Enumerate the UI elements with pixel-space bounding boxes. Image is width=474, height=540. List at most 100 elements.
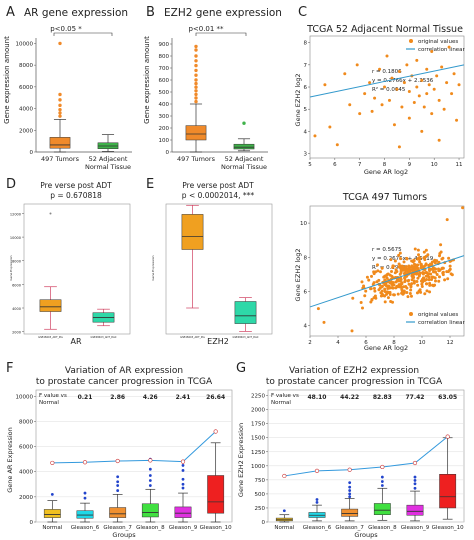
outlier-point xyxy=(194,89,198,93)
scatter-point xyxy=(431,270,435,274)
outlier-point xyxy=(49,212,52,215)
scatter-point xyxy=(398,272,402,276)
y-tick-label: 8 xyxy=(304,255,308,261)
panel-d-xlabel: AR xyxy=(70,337,81,346)
panel-c-top-legend-values: original values xyxy=(418,39,458,45)
scatter-point xyxy=(426,274,430,278)
scatter-point xyxy=(450,92,454,96)
max-marker xyxy=(213,429,218,434)
outlier-point xyxy=(348,492,352,496)
panel-b-ylabel: Gene expression amount xyxy=(143,36,151,124)
scatter-point xyxy=(362,284,366,288)
scatter-point xyxy=(360,280,364,284)
scatter-point xyxy=(395,269,399,273)
scatter-point xyxy=(413,262,417,266)
scatter-point xyxy=(373,96,377,100)
outlier-point xyxy=(58,114,62,118)
fvalue: 63.05 xyxy=(438,394,457,401)
scatter-point xyxy=(434,279,438,283)
x-tick-label: 7 xyxy=(358,162,362,168)
scatter-point xyxy=(429,272,433,276)
panel-c-top-ylabel: Gene EZH2 log2 xyxy=(294,74,302,127)
panel-g-xlabel: Groups xyxy=(354,531,378,539)
scatter-point xyxy=(380,103,384,107)
outlier-point xyxy=(58,98,62,102)
outlier-point xyxy=(348,481,352,485)
outlier-point xyxy=(380,480,384,483)
outlier-point xyxy=(181,469,185,472)
scatter-point xyxy=(398,251,402,255)
box xyxy=(341,508,359,517)
scatter-point xyxy=(375,263,379,267)
panel-f-title-2: to prostate cancer progression in TCGA xyxy=(36,377,213,387)
y-tick-label: 0 xyxy=(262,520,266,526)
scatter-point xyxy=(372,286,376,290)
scatter-point xyxy=(437,98,441,102)
outlier-point xyxy=(181,482,185,486)
fvalue: 2.86 xyxy=(110,394,125,401)
outlier-point xyxy=(116,480,120,484)
x-tick-label: 6 xyxy=(333,162,337,168)
panel-c-bottom-title: TCGA 497 Tumors xyxy=(342,192,427,203)
scatter-point xyxy=(399,284,403,288)
outlier-point xyxy=(242,121,246,125)
plot-frame xyxy=(35,389,233,523)
outlier-point xyxy=(148,474,152,477)
scatter-point xyxy=(407,116,411,120)
scatter-point xyxy=(425,92,429,96)
scatter-point xyxy=(412,101,416,105)
y-tick-label: 10000 xyxy=(16,41,34,47)
panel-e-title-2: p < 0.0002014, *** xyxy=(182,191,255,200)
max-marker xyxy=(314,468,320,473)
panel-c-bottom-ylabel: Gene EZH2 log2 xyxy=(294,249,302,302)
outlier-point xyxy=(58,107,62,112)
scatter-point xyxy=(397,69,401,73)
x-tick-label: Gleason_9 xyxy=(401,525,430,531)
scatter-point xyxy=(420,78,424,82)
fvalue: 77.42 xyxy=(406,394,425,401)
x-tick-label: Gleason_8 xyxy=(368,525,397,531)
scatter-point xyxy=(395,284,399,288)
scatter-point xyxy=(410,268,414,272)
scatter-point xyxy=(422,276,426,280)
x-tick-label: GSE48403_ADT_Pre xyxy=(38,335,63,339)
scatter-point xyxy=(430,112,434,116)
panel-c-top-title: TCGA 52 Adjacent Normal Tissue xyxy=(306,24,463,35)
scatter-point xyxy=(313,134,317,138)
scatter-point xyxy=(335,143,339,147)
scatter-point xyxy=(419,290,423,294)
x-tick-label: Normal Tissue xyxy=(85,163,131,171)
x-tick-label: 11 xyxy=(456,162,463,168)
scatter-point xyxy=(385,54,389,58)
scatter-point xyxy=(405,291,409,295)
scatter-point xyxy=(411,275,415,279)
scatter-point xyxy=(435,272,439,276)
box xyxy=(181,214,204,250)
y-tick-label: 3 xyxy=(304,152,308,158)
scatter-point xyxy=(418,288,422,292)
scatter-point xyxy=(417,272,421,276)
y-tick-label: 100 xyxy=(159,138,170,144)
scatter-point xyxy=(407,282,411,286)
x-tick-label: Gleason_7 xyxy=(335,525,364,531)
x-tick-label: GSE48403_ADT_Pre xyxy=(180,335,205,339)
y-tick-label: 800 xyxy=(159,54,170,60)
scatter-point xyxy=(350,329,354,333)
panel-f-ylabel: Gene AR Expression xyxy=(6,427,14,493)
scatter-point xyxy=(383,294,387,298)
scatter-point xyxy=(443,278,447,282)
scatter-point xyxy=(390,282,394,286)
x-tick-label: 10 xyxy=(431,162,438,168)
y-tick-label: 10000 xyxy=(16,394,34,400)
scatter-point xyxy=(403,271,407,275)
scatter-point xyxy=(437,275,441,279)
y-tick-label: 200 xyxy=(159,126,170,132)
panel-c-top-eq-3: R² = 0.0645 xyxy=(372,86,406,93)
y-tick-label: 400 xyxy=(159,102,170,108)
scatter-point xyxy=(452,72,456,76)
x-tick-label: 2 xyxy=(308,340,312,346)
outlier-point xyxy=(194,81,198,86)
panel-g-ylabel: Gene EZH2 Expression xyxy=(237,423,245,497)
